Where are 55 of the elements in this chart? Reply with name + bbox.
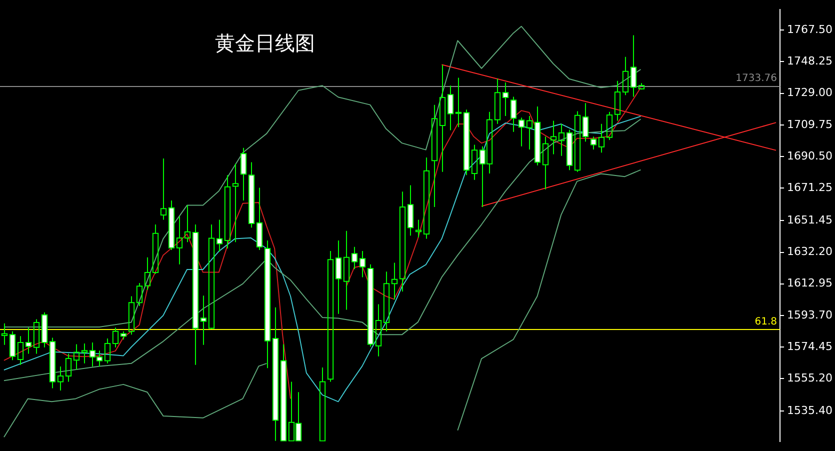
candlestick (526, 115, 533, 150)
candlestick (1, 322, 8, 346)
y-tick-label: 1535.40 (787, 404, 832, 418)
candlestick (343, 230, 350, 310)
candlestick (455, 77, 462, 128)
candlestick (558, 123, 565, 156)
candlestick (471, 144, 478, 180)
candlestick (128, 296, 135, 336)
candlestick (494, 78, 501, 124)
candlestick (184, 204, 191, 243)
y-tick-label: 1593.70 (787, 308, 832, 322)
candlestick (232, 163, 239, 243)
candlestick (598, 123, 605, 154)
y-tick-label: 1632.20 (787, 245, 832, 258)
candlestick (57, 366, 64, 392)
candlestick (160, 158, 167, 220)
candlestick (399, 191, 406, 292)
y-tick-label: 1690.50 (787, 149, 832, 162)
candlestick (383, 271, 390, 332)
candlestick (542, 136, 549, 190)
y-tick-label: 1651.45 (787, 214, 832, 227)
candlestick (423, 157, 430, 240)
candlestick (439, 64, 446, 172)
candlestick (112, 327, 119, 348)
candlestick (327, 250, 334, 382)
y-tick-label: 1767.50 (787, 22, 832, 36)
candlestick (152, 224, 159, 274)
annotation: 61.8 (754, 316, 777, 328)
y-tick-label: 1729.00 (787, 86, 832, 100)
y-tick-label: 1574.45 (787, 340, 832, 353)
candlestick (375, 304, 382, 357)
ref-line-label: 1733.76 (736, 73, 777, 84)
candlestick (65, 353, 72, 382)
y-tick-label: 1555.20 (787, 372, 832, 385)
text: 黄金日线图 (215, 30, 315, 57)
candlestick (81, 343, 88, 364)
y-tick-label: 1709.75 (787, 118, 832, 131)
y-tick-label: 1612.95 (787, 276, 832, 290)
candlestick (208, 224, 215, 329)
candlestick (33, 318, 40, 354)
candlestick (17, 336, 24, 366)
y-tick-label: 1671.25 (787, 181, 832, 194)
candlestick (319, 367, 326, 442)
candlestick (144, 256, 151, 290)
candlestick (391, 262, 398, 300)
candlestick (622, 56, 629, 96)
candlestick (574, 110, 581, 172)
candlestick (415, 219, 422, 238)
candlestick (176, 216, 183, 265)
y-tick-label: 1748.25 (787, 54, 832, 68)
candlestick (614, 80, 621, 122)
candlestick (550, 120, 557, 155)
candlestick (431, 104, 438, 208)
candlestick (73, 344, 80, 370)
candlestick (224, 174, 231, 249)
